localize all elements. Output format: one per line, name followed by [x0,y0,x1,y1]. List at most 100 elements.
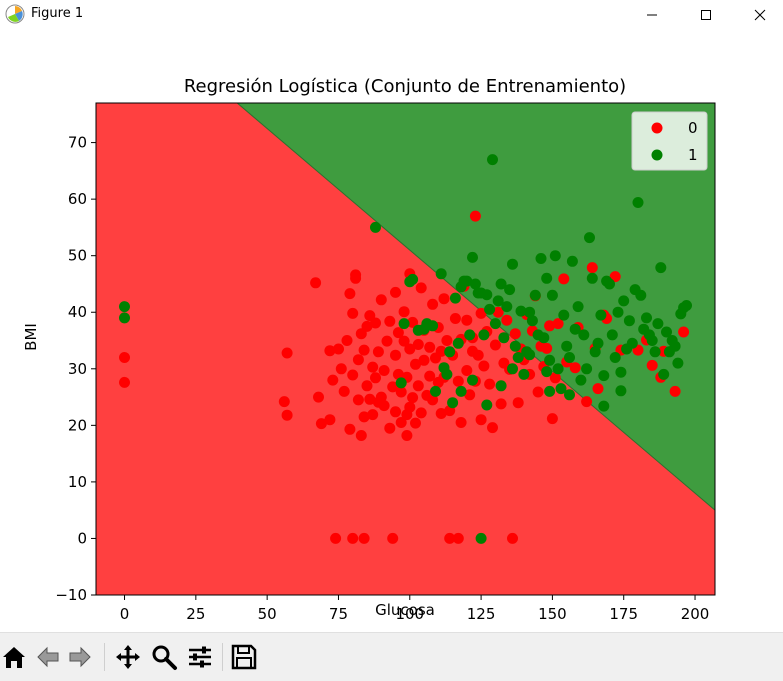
point-class-0 [358,532,370,544]
point-class-1 [623,315,635,327]
point-class-1 [618,295,630,307]
point-class-0 [395,417,407,428]
point-class-1 [649,346,661,358]
point-class-1 [581,363,593,375]
point-class-0 [424,341,436,353]
point-class-1 [584,232,595,244]
point-class-0 [398,306,410,318]
close-icon [754,9,766,21]
point-class-0 [452,375,464,387]
point-class-1 [529,289,541,301]
point-class-0 [347,532,359,544]
point-class-0 [324,345,336,357]
legend-marker-0 [651,122,663,134]
y-tick-label: 10 [68,473,87,491]
point-class-1 [487,154,498,166]
point-class-0 [569,362,581,374]
chart-title: Regresión Logística (Conjunto de Entrena… [184,76,626,97]
point-class-0 [669,385,681,397]
point-class-1 [518,368,530,380]
point-class-1 [561,340,573,352]
point-class-0 [378,365,390,376]
point-class-0 [552,318,564,330]
point-class-1 [544,385,556,397]
point-class-1 [615,366,627,378]
legend-label-1: 1 [688,146,698,164]
point-class-1 [538,332,550,344]
point-class-0 [350,269,362,281]
point-class-0 [375,294,387,306]
minimize-button[interactable] [629,0,675,30]
point-class-0 [487,422,498,434]
toolbar-separator [104,643,105,671]
x-axis-ticks: 0 25 50 75 100 125 150 175 200 [120,595,710,623]
point-class-1 [452,337,464,349]
point-class-0 [415,282,427,294]
save-button[interactable] [230,643,258,671]
floppy-disk-icon [231,644,257,670]
axes-frame [95,102,716,596]
point-class-0 [392,327,404,339]
y-tick-label: 60 [68,190,87,208]
y-axis-label: BMI [22,323,40,351]
point-class-1 [661,326,672,338]
point-class-0 [370,317,381,329]
point-class-1 [444,346,456,358]
point-class-1 [447,397,459,409]
point-class-0 [364,393,376,405]
point-class-1 [575,374,587,386]
maximize-button[interactable] [683,0,729,30]
point-class-0 [370,372,381,384]
point-class-1 [549,250,561,262]
point-class-0 [390,349,401,361]
point-class-1 [455,385,467,397]
forward-button[interactable] [66,643,94,671]
sliders-icon [189,646,211,668]
point-class-0 [461,314,473,326]
pan-button[interactable] [114,643,142,671]
figure-canvas[interactable]: 0 25 50 75 100 125 150 175 200 −10 0 10 20 30 40 50 60 7… [0,30,783,632]
point-class-0 [418,354,430,366]
point-class-1 [495,278,507,290]
point-class-0 [335,363,347,375]
x-axis-label: Glucosa [375,601,435,619]
point-class-1 [595,309,607,321]
configure-subplots-button[interactable] [186,643,214,671]
point-class-1 [641,312,652,324]
point-class-0 [327,374,339,386]
point-class-0 [358,344,370,356]
point-class-0 [558,273,570,285]
point-class-0 [452,532,464,544]
point-class-0 [412,380,424,392]
point-class-1 [504,284,516,296]
point-class-0 [324,414,336,426]
point-class-0 [461,365,473,376]
back-button[interactable] [34,643,62,671]
y-tick-label: −10 [55,586,87,604]
point-class-0 [315,418,327,430]
point-class-1 [475,532,487,544]
point-class-0 [341,335,353,346]
point-class-1 [615,385,627,397]
point-class-0 [609,271,621,283]
point-class-1 [481,289,493,301]
zoom-button[interactable] [150,643,178,671]
maximize-icon [701,10,711,20]
point-class-0 [427,298,439,310]
point-class-1 [478,329,490,341]
point-class-0 [549,372,561,384]
point-class-1 [558,309,570,321]
home-button[interactable] [0,643,28,671]
point-class-1 [672,357,684,369]
navigation-toolbar [0,632,783,681]
point-class-1 [430,385,441,397]
y-tick-label: 70 [68,134,87,152]
point-class-0 [390,406,401,418]
point-class-1 [626,337,638,349]
point-class-1 [598,370,610,382]
point-class-1 [681,300,692,311]
x-tick-label: 200 [681,605,710,623]
close-button[interactable] [737,0,783,30]
point-class-1 [495,380,507,392]
point-class-1 [370,221,381,233]
